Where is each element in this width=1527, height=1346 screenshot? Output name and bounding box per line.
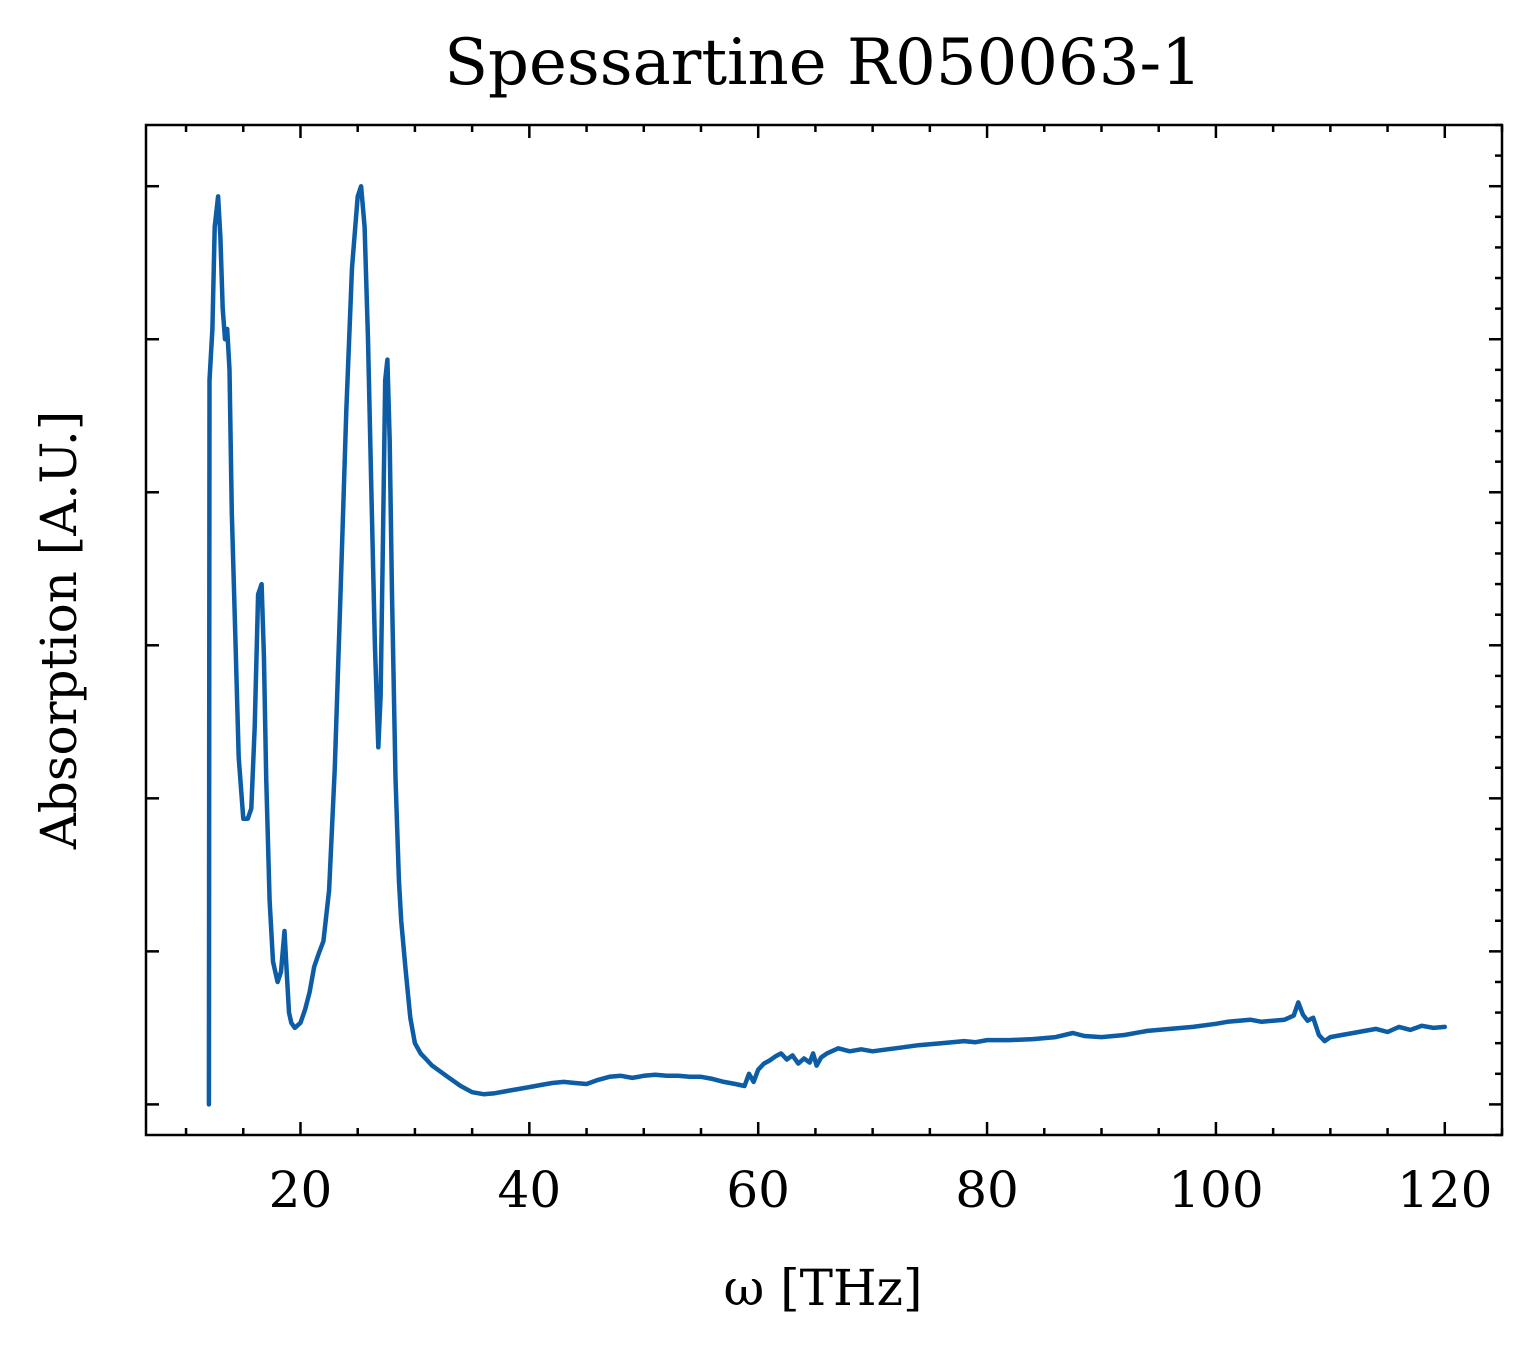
chart-title: Spessartine R050063-1 — [444, 26, 1202, 100]
y-axis-label: Absorption [A.U.] — [30, 411, 88, 851]
x-tick-label: 40 — [498, 1161, 562, 1219]
x-tick-labels: 20 40 60 80 100 120 — [269, 1161, 1493, 1219]
x-tick-label: 60 — [726, 1161, 790, 1219]
x-tick-label: 20 — [269, 1161, 333, 1219]
axis-ticks — [146, 123, 1504, 1137]
x-tick-label: 80 — [955, 1161, 1019, 1219]
x-axis-label: ω [THz] — [724, 1259, 923, 1317]
x-tick-label: 100 — [1168, 1161, 1263, 1219]
x-tick-label: 120 — [1397, 1161, 1492, 1219]
series-line — [206, 183, 1448, 1107]
plot-frame — [144, 123, 1504, 1137]
plot-area: 20 40 60 80 100 120 — [144, 123, 1504, 1219]
